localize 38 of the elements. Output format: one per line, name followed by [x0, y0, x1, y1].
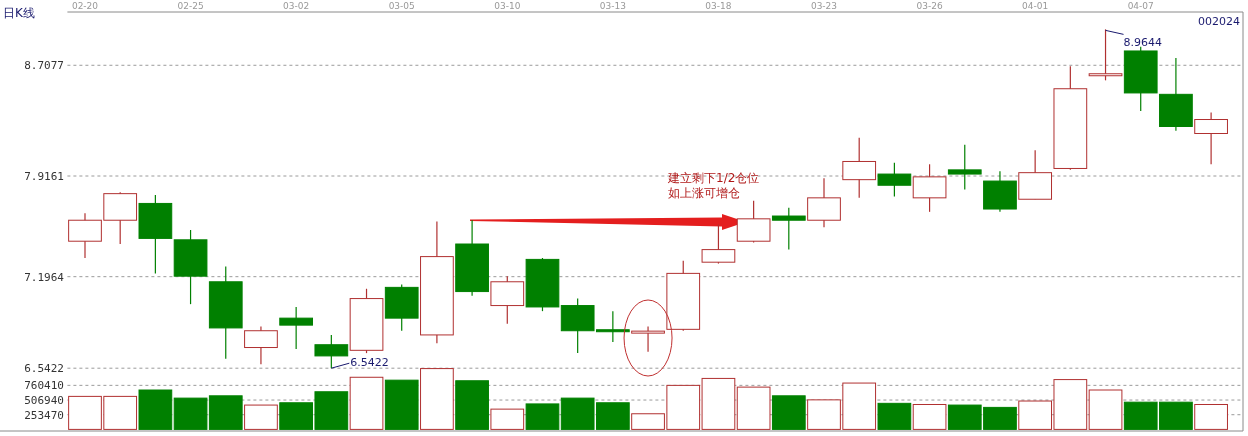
x-tick-label: 03-10 — [494, 1, 521, 11]
x-tick-label: 03-18 — [705, 1, 732, 11]
bar — [384, 379, 419, 430]
y-tick-label: 253470 — [24, 408, 64, 422]
bar — [525, 403, 560, 430]
x-tick-label: 04-01 — [1022, 1, 1049, 11]
bar — [420, 368, 454, 430]
x-tick-label: 03-02 — [283, 1, 310, 11]
x-tick-label: 03-05 — [388, 1, 415, 11]
bar — [1194, 403, 1228, 430]
x-tick-label: 04-07 — [1127, 1, 1154, 11]
annotation: 6.5422 — [350, 356, 389, 370]
bar — [455, 380, 489, 430]
chart-title: 日K线 — [3, 6, 35, 20]
y-tick-label: 7.1964 — [24, 270, 65, 284]
x-tick-label: 03-26 — [916, 1, 943, 11]
bar — [138, 389, 173, 430]
bar — [490, 408, 525, 430]
y-tick-label: 6.5422 — [24, 362, 64, 376]
x-tick-label: 02-25 — [177, 1, 204, 11]
y-tick-label: 760410 — [24, 379, 64, 393]
annotation: 如上涨可增仓 — [668, 186, 740, 200]
y-tick-label: 8.7077 — [24, 59, 64, 73]
annotation: 建立剩下1/2仓位 — [667, 171, 760, 185]
bar — [912, 403, 947, 430]
bar — [771, 395, 806, 430]
bar — [877, 402, 912, 430]
annotation: 8.9644 — [1123, 36, 1163, 50]
x-tick-label: 03-13 — [599, 1, 626, 11]
x-tick-label: 02-20 — [71, 1, 99, 11]
bar — [349, 376, 384, 430]
y-tick-label: 506940 — [24, 394, 64, 408]
bar — [1088, 389, 1123, 430]
bar — [244, 404, 278, 430]
bar — [736, 386, 771, 430]
y-tick-label: 7.9161 — [24, 170, 64, 184]
chart-subtitle: 002024 — [1198, 15, 1240, 28]
x-tick-label: 03-23 — [810, 1, 838, 11]
